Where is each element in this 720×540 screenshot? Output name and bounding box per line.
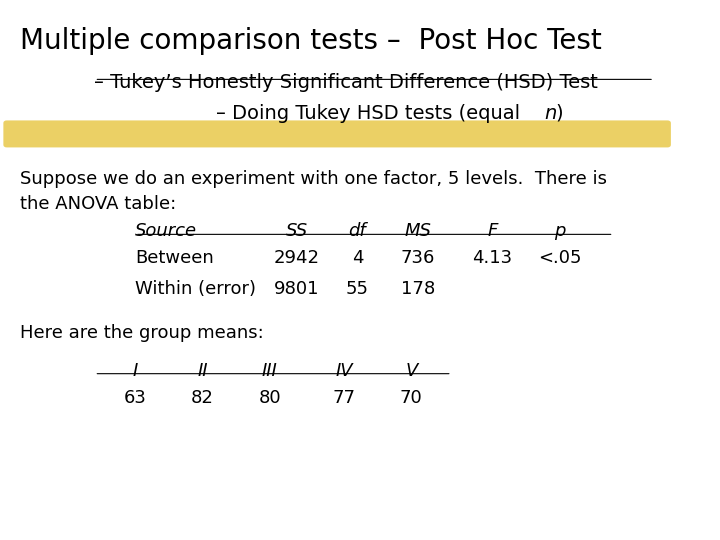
FancyBboxPatch shape	[4, 120, 671, 147]
Text: Source: Source	[135, 222, 197, 240]
Text: 77: 77	[333, 389, 356, 407]
Text: V: V	[405, 362, 418, 380]
Text: Suppose we do an experiment with one factor, 5 levels.  There is: Suppose we do an experiment with one fac…	[20, 170, 607, 188]
Text: 178: 178	[401, 280, 435, 298]
Text: 82: 82	[191, 389, 214, 407]
Text: 70: 70	[400, 389, 423, 407]
Text: <.05: <.05	[538, 249, 581, 267]
Text: ): )	[556, 104, 563, 123]
Text: Within (error): Within (error)	[135, 280, 256, 298]
Text: df: df	[348, 222, 366, 240]
Text: Here are the group means:: Here are the group means:	[20, 324, 264, 342]
Text: – Doing Tukey HSD tests (equal: – Doing Tukey HSD tests (equal	[216, 104, 526, 123]
Text: – Tukey’s Honestly Significant Difference (HSD) Test: – Tukey’s Honestly Significant Differenc…	[94, 73, 598, 92]
Text: II: II	[197, 362, 207, 380]
Text: 55: 55	[346, 280, 369, 298]
Text: p: p	[554, 222, 565, 240]
Text: SS: SS	[286, 222, 307, 240]
Text: 63: 63	[123, 389, 146, 407]
Text: MS: MS	[405, 222, 431, 240]
Text: F: F	[487, 222, 498, 240]
Text: n: n	[544, 104, 557, 123]
Text: I: I	[132, 362, 138, 380]
Text: III: III	[262, 362, 278, 380]
Text: 4.13: 4.13	[472, 249, 512, 267]
Text: 736: 736	[401, 249, 435, 267]
Text: the ANOVA table:: the ANOVA table:	[20, 195, 176, 213]
Text: Between: Between	[135, 249, 214, 267]
Text: 9801: 9801	[274, 280, 320, 298]
Text: Multiple comparison tests –  Post Hoc Test: Multiple comparison tests – Post Hoc Tes…	[20, 27, 602, 55]
Text: 2942: 2942	[274, 249, 320, 267]
Text: IV: IV	[335, 362, 353, 380]
Text: 4: 4	[351, 249, 363, 267]
Text: 80: 80	[258, 389, 281, 407]
